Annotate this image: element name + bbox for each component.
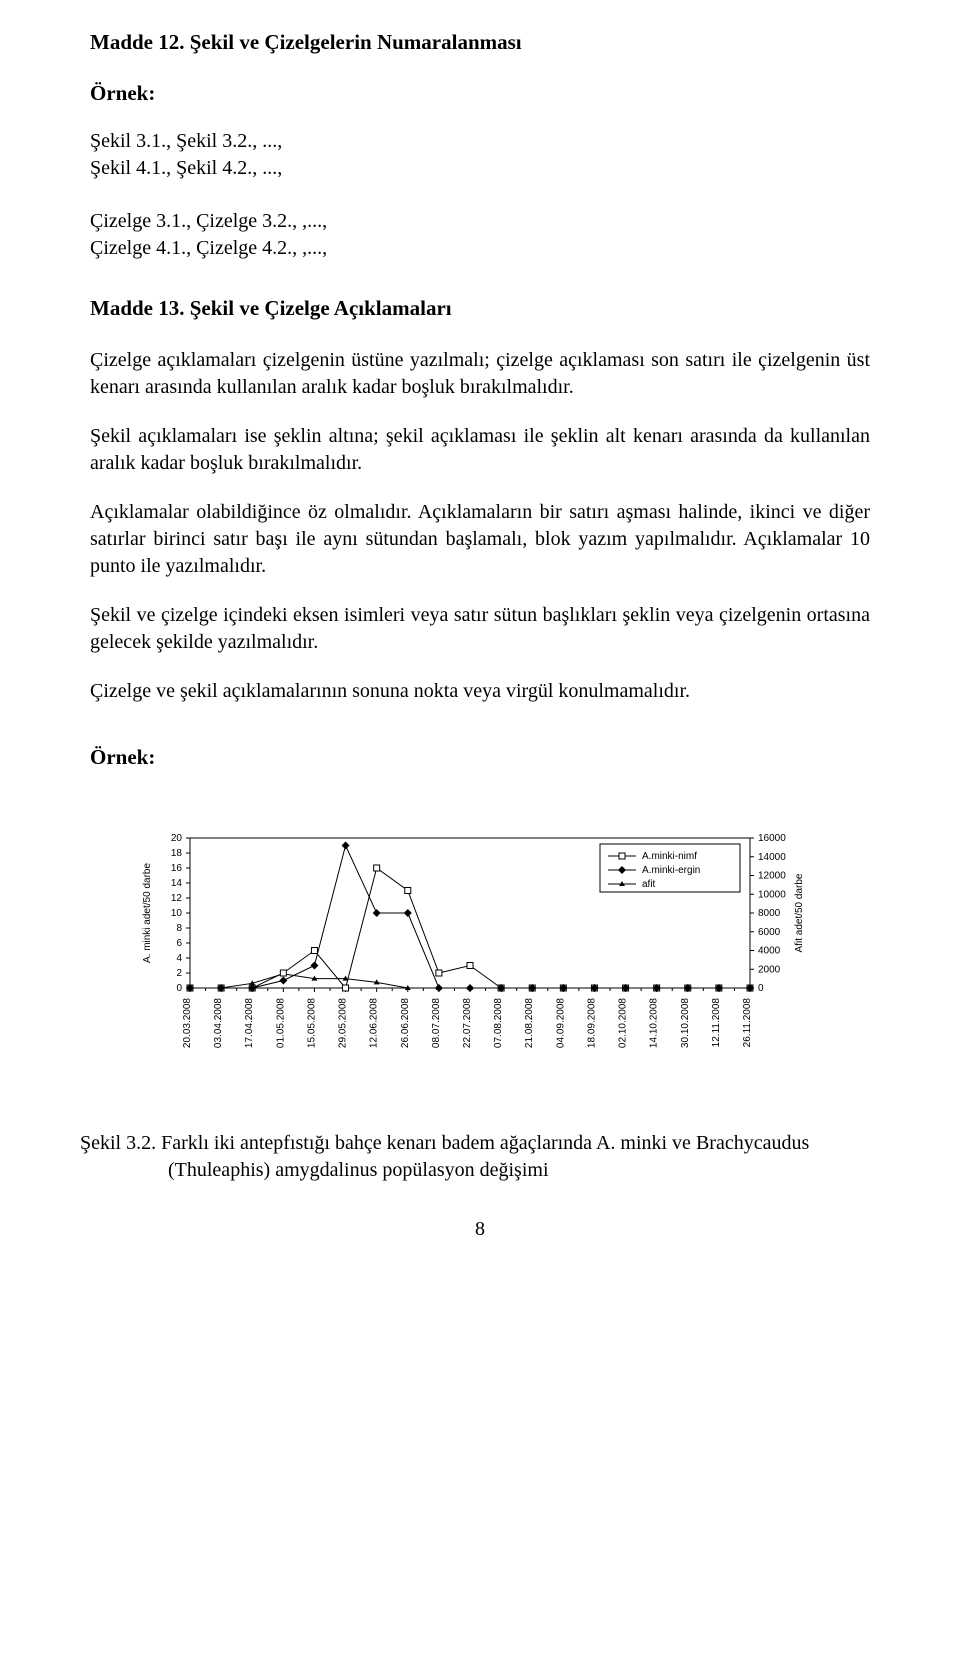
svg-text:18.09.2008: 18.09.2008: [586, 998, 597, 1048]
svg-text:10000: 10000: [758, 889, 786, 900]
svg-text:08.07.2008: 08.07.2008: [431, 998, 442, 1048]
heading-madde12: Madde 12. Şekil ve Çizelgelerin Numarala…: [90, 30, 870, 55]
svg-text:22.07.2008: 22.07.2008: [462, 998, 473, 1048]
svg-text:12: 12: [171, 893, 183, 904]
chart-svg: 0 2 4 6 8 10 12 14 16 18 20 A. minki adet/50 darbe 0…: [134, 830, 894, 1090]
line-chart: 0 2 4 6 8 10 12 14 16 18 20 A. minki adet/50 darbe 0…: [134, 830, 894, 1090]
heading-madde13: Madde 13. Şekil ve Çizelge Açıklamaları: [90, 296, 870, 321]
svg-text:20: 20: [171, 833, 183, 844]
svg-text:07.08.2008: 07.08.2008: [493, 998, 504, 1048]
svg-text:26.06.2008: 26.06.2008: [400, 998, 411, 1048]
paragraph: Şekil ve çizelge içindeki eksen isimleri…: [90, 602, 870, 656]
svg-text:2000: 2000: [758, 964, 781, 975]
svg-text:20.03.2008: 20.03.2008: [182, 998, 193, 1048]
svg-text:0: 0: [176, 983, 182, 994]
svg-text:21.08.2008: 21.08.2008: [524, 998, 535, 1048]
paragraph: Çizelge ve şekil açıklamalarının sonuna …: [90, 678, 870, 705]
page-number: 8: [90, 1218, 870, 1241]
example-label-1: Örnek:: [90, 81, 870, 106]
svg-text:15.05.2008: 15.05.2008: [306, 998, 317, 1048]
svg-text:02.10.2008: 02.10.2008: [618, 998, 629, 1048]
svg-text:4000: 4000: [758, 946, 781, 957]
svg-text:03.04.2008: 03.04.2008: [213, 998, 224, 1048]
svg-text:17.04.2008: 17.04.2008: [244, 998, 255, 1048]
caption-line2: (Thuleaphis) amygdalinus popülasyon deği…: [80, 1159, 549, 1181]
svg-text:2: 2: [176, 968, 182, 979]
svg-text:0: 0: [758, 983, 764, 994]
svg-text:29.05.2008: 29.05.2008: [338, 998, 349, 1048]
example-line: Çizelge 3.1., Çizelge 3.2., ,...,: [90, 208, 870, 235]
svg-text:01.05.2008: 01.05.2008: [275, 998, 286, 1048]
svg-text:10: 10: [171, 908, 183, 919]
svg-text:12.06.2008: 12.06.2008: [369, 998, 380, 1048]
svg-text:Afit adet/50 darbe: Afit adet/50 darbe: [794, 873, 805, 952]
svg-text:16000: 16000: [758, 833, 786, 844]
svg-text:4: 4: [176, 953, 182, 964]
svg-text:12.11.2008: 12.11.2008: [711, 998, 722, 1048]
example-line: Çizelge 4.1., Çizelge 4.2., ,...,: [90, 235, 870, 262]
svg-text:18: 18: [171, 848, 183, 859]
svg-text:14000: 14000: [758, 852, 786, 863]
example-block-sekil: Şekil 3.1., Şekil 3.2., ..., Şekil 4.1.,…: [90, 128, 870, 182]
svg-text:8: 8: [176, 923, 182, 934]
svg-text:30.10.2008: 30.10.2008: [680, 998, 691, 1048]
paragraph: Çizelge açıklamaları çizelgenin üstüne y…: [90, 347, 870, 401]
example-line: Şekil 4.1., Şekil 4.2., ...,: [90, 155, 870, 182]
svg-text:04.09.2008: 04.09.2008: [555, 998, 566, 1048]
figure-caption: Şekil 3.2. Farklı iki antepfıstığı bahçe…: [80, 1130, 930, 1184]
svg-text:8000: 8000: [758, 908, 781, 919]
svg-text:26.11.2008: 26.11.2008: [742, 998, 753, 1048]
example-label-2: Örnek:: [90, 745, 870, 770]
svg-text:12000: 12000: [758, 871, 786, 882]
svg-text:14.10.2008: 14.10.2008: [649, 998, 660, 1048]
svg-text:A.minki-nimf: A.minki-nimf: [642, 851, 697, 862]
svg-text:A. minki adet/50 darbe: A. minki adet/50 darbe: [142, 863, 153, 963]
svg-text:14: 14: [171, 878, 183, 889]
example-line: Şekil 3.1., Şekil 3.2., ...,: [90, 128, 870, 155]
svg-text:A.minki-ergin: A.minki-ergin: [642, 865, 700, 876]
svg-text:afit: afit: [642, 879, 656, 890]
paragraph: Şekil açıklamaları ise şeklin altına; şe…: [90, 423, 870, 477]
svg-text:16: 16: [171, 863, 183, 874]
caption-line1: Şekil 3.2. Farklı iki antepfıstığı bahçe…: [80, 1132, 809, 1154]
paragraph: Açıklamalar olabildiğince öz olmalıdır. …: [90, 499, 870, 580]
svg-text:6: 6: [176, 938, 182, 949]
example-block-cizelge: Çizelge 3.1., Çizelge 3.2., ,..., Çizelg…: [90, 208, 870, 262]
svg-text:6000: 6000: [758, 927, 781, 938]
